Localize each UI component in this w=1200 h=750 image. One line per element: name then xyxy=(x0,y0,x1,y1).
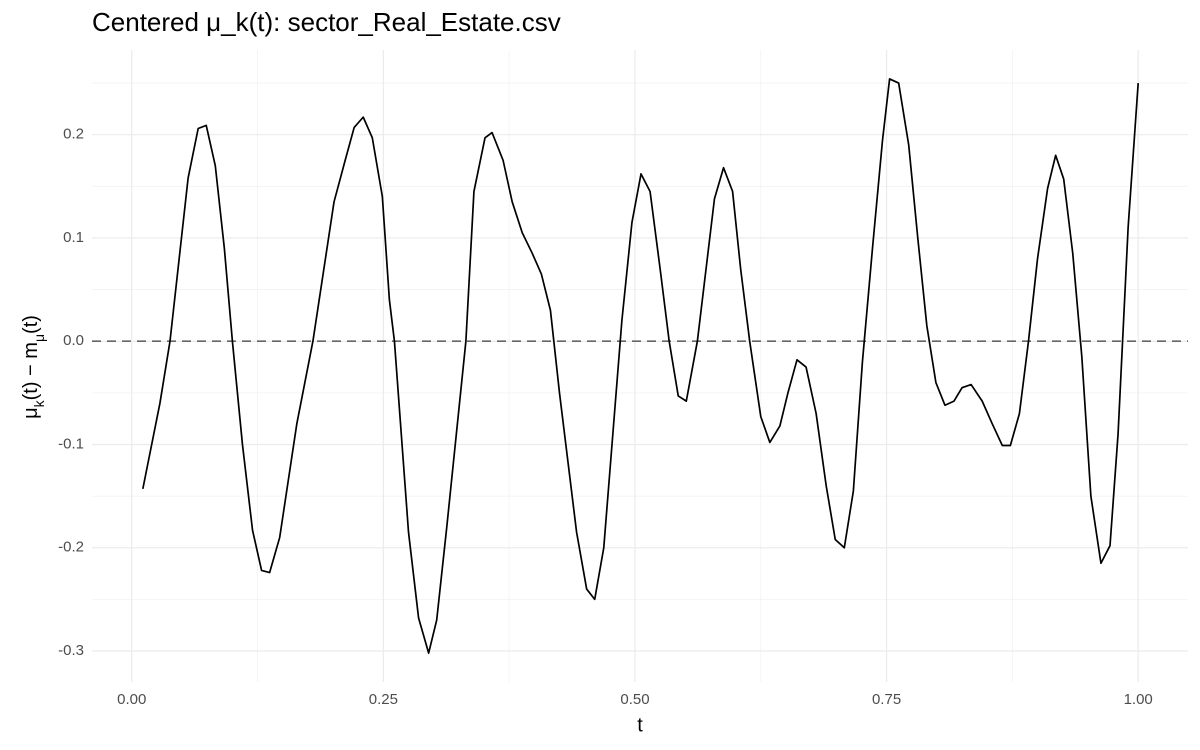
x-tick-label: 0.25 xyxy=(369,691,398,708)
y-tick-label: -0.3 xyxy=(58,642,84,659)
y-axis-label: μk(t) − mμ(t) xyxy=(20,315,46,419)
y-tick-label: -0.1 xyxy=(58,435,84,452)
y-axis-label-part: (t) − m xyxy=(20,342,42,400)
y-tick-label: -0.2 xyxy=(58,539,84,556)
y-axis-label-part: μ xyxy=(31,334,47,342)
x-tick-label: 1.00 xyxy=(1124,691,1153,708)
x-axis-label: t xyxy=(637,714,643,736)
y-tick-label: 0.0 xyxy=(63,332,84,349)
y-axis-label-part: k xyxy=(31,399,47,407)
y-axis-label-part: μ xyxy=(20,407,42,419)
data-line xyxy=(141,78,1140,654)
x-tick-label: 0.75 xyxy=(872,691,901,708)
y-tick-label: 0.2 xyxy=(63,126,84,143)
x-tick-label: 0.50 xyxy=(620,691,649,708)
y-tick-label: 0.1 xyxy=(63,229,84,246)
chart-title: Centered μ_k(t): sector_Real_Estate.csv xyxy=(92,7,561,37)
y-axis-label-part: (t) xyxy=(20,315,42,334)
x-tick-label: 0.00 xyxy=(117,691,146,708)
